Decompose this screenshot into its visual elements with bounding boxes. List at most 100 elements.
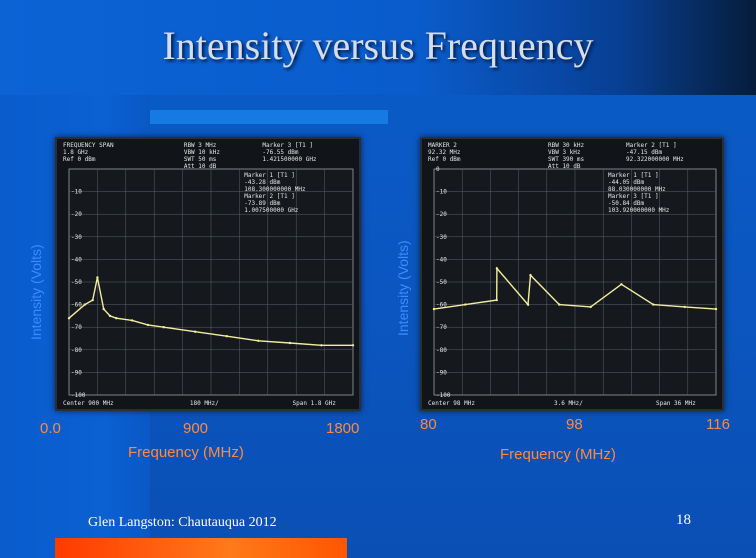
screen-y-tick: -80 <box>71 347 82 354</box>
spectrum-point <box>620 283 623 286</box>
screen-y-tick: -60 <box>71 302 82 309</box>
spectrum-point <box>652 303 655 306</box>
screen-header-text: VBW 10 kHz <box>184 149 221 156</box>
screen-header-text: 1.8 GHz <box>63 149 89 156</box>
screen-y-tick: -100 <box>71 392 86 399</box>
spectrum-point <box>529 274 532 277</box>
screen-marker-text: Marker 1 [T1 ] <box>608 172 659 179</box>
spectrum-point <box>91 298 94 302</box>
spectrum-point <box>351 344 355 347</box>
screen-y-tick: -70 <box>436 324 447 331</box>
screen-marker-text: 1.007500000 GHz <box>244 207 299 214</box>
screen-marker-text: -73.89 dBm <box>244 200 281 207</box>
screen-y-tick: -90 <box>71 369 82 376</box>
spectrum-point <box>225 335 228 338</box>
spectrum-point <box>96 276 99 279</box>
x-tick-left-2: 1800 <box>326 420 360 437</box>
page-number: 18 <box>676 512 691 528</box>
screen-y-tick: -40 <box>71 256 82 263</box>
screen-header-text: -76.55 dBm <box>262 149 299 156</box>
screen-header-text: SWT 390 ms <box>548 156 585 163</box>
screen-footer-text: 180 MHz/ <box>190 400 219 407</box>
screen-marker-text: -44.05 dBm <box>608 179 645 186</box>
screen-y-tick: -30 <box>436 234 447 241</box>
title-band <box>0 0 756 95</box>
spectrum-point <box>162 326 165 329</box>
spectrum-point <box>257 339 260 342</box>
spectrum-trace <box>68 277 353 346</box>
footer-accent-bar <box>55 538 347 558</box>
spectrum-point <box>495 267 499 270</box>
x-axis-label-right: Frequency (MHz) <box>500 446 616 463</box>
spectrum-point <box>432 307 436 311</box>
screen-header-text: MARKER 2 <box>428 142 457 149</box>
spectrum-screen-left: FREQUENCY SPAN 1.8 GHz Ref 0 dBm RBW 3 MHz V… <box>55 137 361 411</box>
spectrum-point <box>108 314 112 318</box>
x-tick-right-0: 80 <box>420 416 437 433</box>
spectrum-point <box>130 319 134 322</box>
spectrum-point <box>558 303 561 306</box>
screen-header-text: RBW 30 kHz <box>548 142 585 149</box>
spectrum-point <box>526 303 530 306</box>
screen-y-tick: -20 <box>436 211 447 218</box>
screen-marker-text: Marker 2 [T1 ] <box>244 193 295 200</box>
spectrum-point <box>320 344 323 347</box>
screen-footer-text: Center 98 MHz <box>428 400 475 407</box>
x-tick-right-2: 116 <box>706 416 730 433</box>
spectrum-point <box>194 330 197 333</box>
y-axis-label-left: Intensity (Volts) <box>28 244 44 340</box>
x-tick-left-1: 900 <box>183 420 209 437</box>
screen-y-tick: -90 <box>436 369 447 376</box>
screen-marker-text: 108.300000000 MHz <box>244 186 306 193</box>
spectrum-point <box>67 317 71 320</box>
screen-header-text: 1.421500000 GHz <box>262 156 317 163</box>
spectrum-point <box>683 305 686 309</box>
screen-header-text: Att 10 dB <box>184 163 217 170</box>
screen-footer-text: 3.6 MHz/ <box>554 400 583 407</box>
spectrum-point <box>589 305 592 309</box>
screen-footer-text: Span 36 MHz <box>656 400 696 407</box>
screen-header-text: Marker 3 [T1 ] <box>262 142 313 149</box>
screen-header-text: -47.15 dBm <box>626 149 663 156</box>
x-tick-left-0: 0.0 <box>40 420 61 437</box>
screen-marker-text: -43.28 dBm <box>244 179 281 186</box>
screen-footer-text: Span 1.8 GHz <box>293 400 337 407</box>
screen-y-tick: -80 <box>436 347 447 354</box>
credit-text: Glen Langston: Chautauqua 2012 <box>88 515 277 530</box>
spectrum-trace <box>433 266 717 310</box>
screen-header-text: VBW 3 kHz <box>548 149 581 156</box>
screen-header-text: SWT 50 ms <box>184 156 217 163</box>
screen-marker-text: 103.920000000 MHz <box>608 207 670 214</box>
screen-y-tick: 0 <box>436 166 440 173</box>
screen-header-text: Ref 0 dBm <box>63 156 96 163</box>
screen-marker-text: Marker 3 [T1 ] <box>608 193 659 200</box>
spectrum-point <box>146 323 150 327</box>
screen-header-text: Ref 0 dBm <box>428 156 461 163</box>
screen-header-text: Att 10 dB <box>548 163 581 170</box>
screen-y-tick: -100 <box>436 392 451 399</box>
screen-header-text: 92.322000000 MHz <box>626 156 684 163</box>
spectrum-point <box>102 307 105 311</box>
spectrum-point <box>495 298 498 302</box>
slide-title: Intensity versus Frequency <box>162 23 594 68</box>
spectrum-point <box>714 307 718 311</box>
screen-y-tick: -30 <box>71 234 82 241</box>
spectrum-point <box>464 303 467 306</box>
screen-y-tick: -50 <box>436 279 447 286</box>
screen-y-tick: -20 <box>71 211 82 218</box>
screen-y-tick: -70 <box>71 324 82 331</box>
screen-marker-text: 88.030000000 MHz <box>608 186 666 193</box>
spectrum-point <box>83 303 86 306</box>
screen-y-tick: -10 <box>71 189 82 196</box>
screen-marker-text: Marker 1 [T1 ] <box>244 172 295 179</box>
screen-y-tick: -40 <box>436 256 447 263</box>
x-tick-right-1: 98 <box>566 416 583 433</box>
screen-y-tick: -10 <box>436 189 447 196</box>
screen-header-text: RBW 3 MHz <box>184 142 217 149</box>
spectrum-point <box>115 317 118 320</box>
screen-header-text: 92.32 MHz <box>428 149 461 156</box>
screen-header-text: Marker 2 [T1 ] <box>626 142 677 149</box>
spectrum-point <box>288 341 292 345</box>
screen-header-text: FREQUENCY SPAN <box>63 142 114 149</box>
